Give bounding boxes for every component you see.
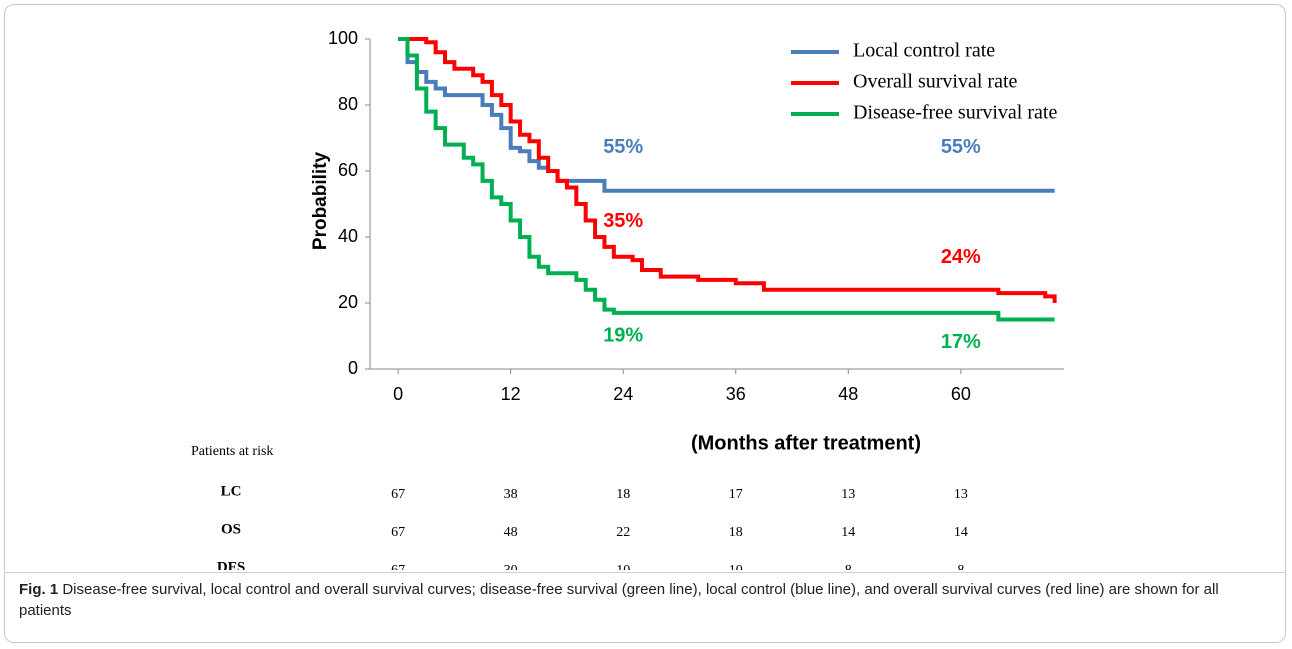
y-axis-label: Probability [310,151,331,250]
risk-count: 30 [504,563,518,570]
curve-value-label: 24% [941,246,981,268]
caption-divider [5,572,1285,573]
curve-value-label: 19% [603,325,643,347]
risk-count: 10 [616,563,630,570]
risk-count: 8 [957,563,964,570]
risk-count: 22 [616,525,630,540]
risk-count: 10 [729,563,743,570]
risk-count: 18 [616,487,630,502]
risk-count: 13 [841,487,855,502]
curve-value-label: 55% [603,136,643,158]
y-tick-label: 40 [338,226,358,246]
risk-count: 8 [845,563,852,570]
x-tick-label: 12 [501,384,521,404]
risk-count: 14 [841,525,855,540]
risk-count: 67 [391,563,405,570]
risk-count: 17 [729,487,743,502]
x-tick-label: 60 [951,384,971,404]
risk-row-name: OS [221,521,241,537]
x-tick-label: 0 [393,384,403,404]
y-tick-label: 80 [338,94,358,114]
legend-label: Local control rate [853,40,995,62]
survival-curve [398,37,1055,322]
risk-count: 38 [504,487,518,502]
risk-row-name: DFS [217,559,245,570]
survival-curve [398,37,1057,303]
curve-value-label: 17% [941,331,981,353]
chart: Probability (Months after treatment) Pat… [191,28,1064,570]
caption-text: Disease-free survival, local control and… [19,581,1219,619]
risk-count: 48 [504,525,518,540]
y-tick-label: 20 [338,292,358,312]
legend-label: Disease-free survival rate [853,102,1057,124]
curve-value-label: 55% [941,136,981,158]
x-axis-label: (Months after treatment) [691,432,921,454]
x-tick-label: 24 [613,384,633,404]
legend-label: Overall survival rate [853,71,1017,93]
risk-count: 13 [954,487,968,502]
caption-label: Fig. 1 [19,581,59,598]
figure-frame: Probability (Months after treatment) Pat… [4,4,1286,643]
x-tick-label: 48 [838,384,858,404]
y-tick-label: 100 [328,28,358,48]
risk-count: 14 [954,525,968,540]
risk-row-name: LC [221,483,242,499]
risk-count: 18 [729,525,743,540]
y-tick-label: 60 [338,160,358,180]
risk-table-title: Patients at risk [191,444,273,459]
curve-value-label: 35% [603,210,643,232]
risk-count: 67 [391,525,405,540]
x-tick-label: 36 [726,384,746,404]
y-tick-label: 0 [348,358,358,378]
risk-count: 67 [391,487,405,502]
caption: Fig. 1 Disease-free survival, local cont… [19,579,1269,621]
